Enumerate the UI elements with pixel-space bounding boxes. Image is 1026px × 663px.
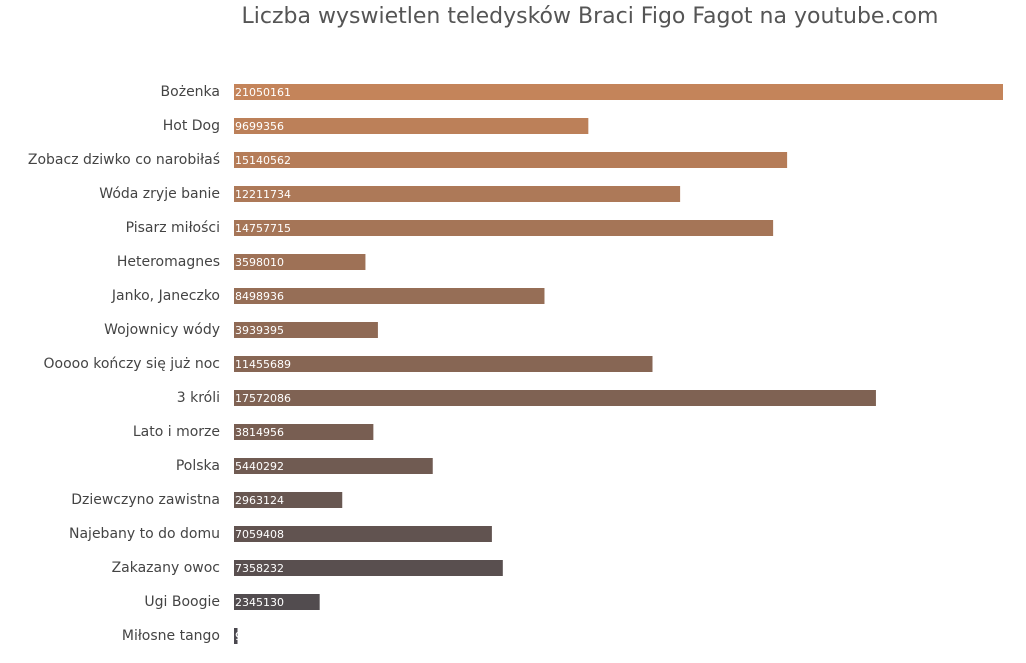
value-label: 21050161 — [235, 86, 291, 99]
value-label: 5440292 — [235, 460, 284, 473]
value-label: 15140562 — [235, 154, 291, 167]
bar — [234, 628, 238, 644]
y-tick-label: Ooooo kończy się już noc — [43, 356, 220, 372]
bar — [234, 390, 876, 406]
bar — [234, 254, 366, 270]
value-label: 12211734 — [235, 188, 291, 201]
value-label: 7059408 — [235, 528, 284, 541]
y-tick-label: Miłosne tango — [122, 628, 220, 644]
value-label: 9699356 — [235, 120, 284, 133]
y-tick-label: Pisarz miłości — [126, 220, 220, 236]
chart-title: Liczba wyswietlen teledysków Braci Figo … — [242, 4, 939, 29]
bar — [234, 152, 788, 168]
bar — [234, 526, 492, 542]
value-label: 3598010 — [235, 256, 284, 269]
value-label: 96255 — [235, 630, 270, 643]
bar — [234, 356, 653, 372]
bar — [234, 594, 320, 610]
y-tick-label: Ugi Boogie — [144, 594, 220, 610]
y-tick-label: Polska — [176, 458, 220, 474]
y-tick-label: Heteromagnes — [117, 254, 220, 270]
bar — [234, 84, 1003, 100]
y-tick-label: Najebany to do domu — [69, 526, 220, 542]
value-label: 2963124 — [235, 494, 284, 507]
bar — [234, 492, 343, 508]
value-label: 3939395 — [235, 324, 284, 337]
value-label: 3814956 — [235, 426, 284, 439]
value-label: 8498936 — [235, 290, 284, 303]
bar — [234, 118, 589, 134]
y-tick-label: Hot Dog — [163, 118, 220, 134]
bar — [234, 186, 681, 202]
y-tick-label: Janko, Janeczko — [111, 288, 220, 304]
bar — [234, 424, 374, 440]
bar — [234, 322, 378, 338]
y-tick-label: Wojownicy wódy — [104, 322, 220, 338]
value-label: 17572086 — [235, 392, 291, 405]
value-label: 14757715 — [235, 222, 291, 235]
value-label: 7358232 — [235, 562, 284, 575]
y-tick-label: Zakazany owoc — [112, 560, 220, 576]
value-label: 2345130 — [235, 596, 284, 609]
bar — [234, 458, 433, 474]
bar — [234, 560, 503, 576]
bar — [234, 288, 545, 304]
y-tick-label: 3 króli — [177, 390, 220, 406]
y-tick-label: Lato i morze — [133, 424, 220, 440]
y-tick-label: Bożenka — [161, 84, 220, 100]
bar — [234, 220, 774, 236]
value-label: 11455689 — [235, 358, 291, 371]
y-tick-label: Zobacz dziwko co narobiłaś — [28, 152, 220, 168]
y-tick-label: Dziewczyno zawistna — [71, 492, 220, 508]
y-tick-label: Wóda zryje banie — [99, 186, 220, 202]
